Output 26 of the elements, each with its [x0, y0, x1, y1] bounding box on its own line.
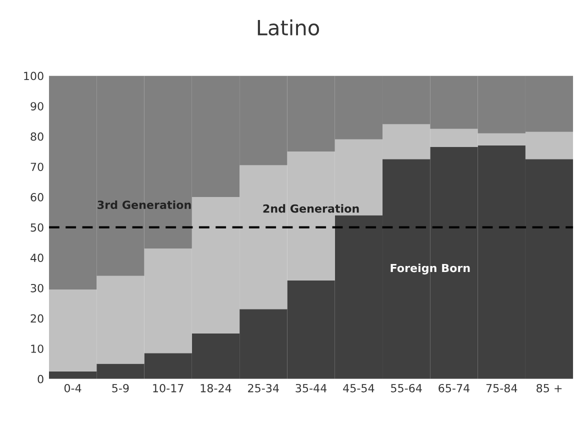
- y-tick-label: 10: [31, 344, 44, 353]
- y-tick-label: 80: [30, 132, 44, 141]
- y-tick-label: 40: [30, 254, 44, 262]
- x-tick-label: 18-24: [200, 384, 232, 392]
- x-tick-label: 85 +: [536, 384, 562, 392]
- x-tick-label: 5-9: [112, 384, 129, 392]
- x-tick-label: 45-54: [343, 384, 374, 392]
- series-label: 2nd Generation: [263, 204, 359, 213]
- x-tick-label: 75-84: [486, 384, 518, 392]
- y-tick-label: 20: [30, 314, 44, 323]
- y-tick-label: 0: [38, 374, 44, 384]
- y-tick-label: 60: [30, 193, 44, 202]
- x-tick-label: 25-34: [248, 384, 279, 392]
- y-tick-label: 30: [30, 284, 44, 292]
- y-tick-label: 50: [30, 223, 44, 232]
- series-label: 3rd Generation: [98, 200, 191, 210]
- series-label: Foreign Born: [390, 264, 470, 274]
- x-tick-label: 65-74: [438, 384, 470, 392]
- x-tick-label: 10-17: [153, 384, 184, 392]
- x-tick-label: 55-64: [391, 384, 422, 392]
- y-tick-label: 100: [24, 72, 44, 80]
- chart-title: Latino: [258, 19, 319, 36]
- x-tick-label: 0-4: [64, 384, 82, 392]
- y-tick-label: 90: [30, 102, 44, 110]
- x-tick-label: 35-44: [296, 384, 327, 392]
- y-tick-label: 70: [30, 162, 44, 172]
